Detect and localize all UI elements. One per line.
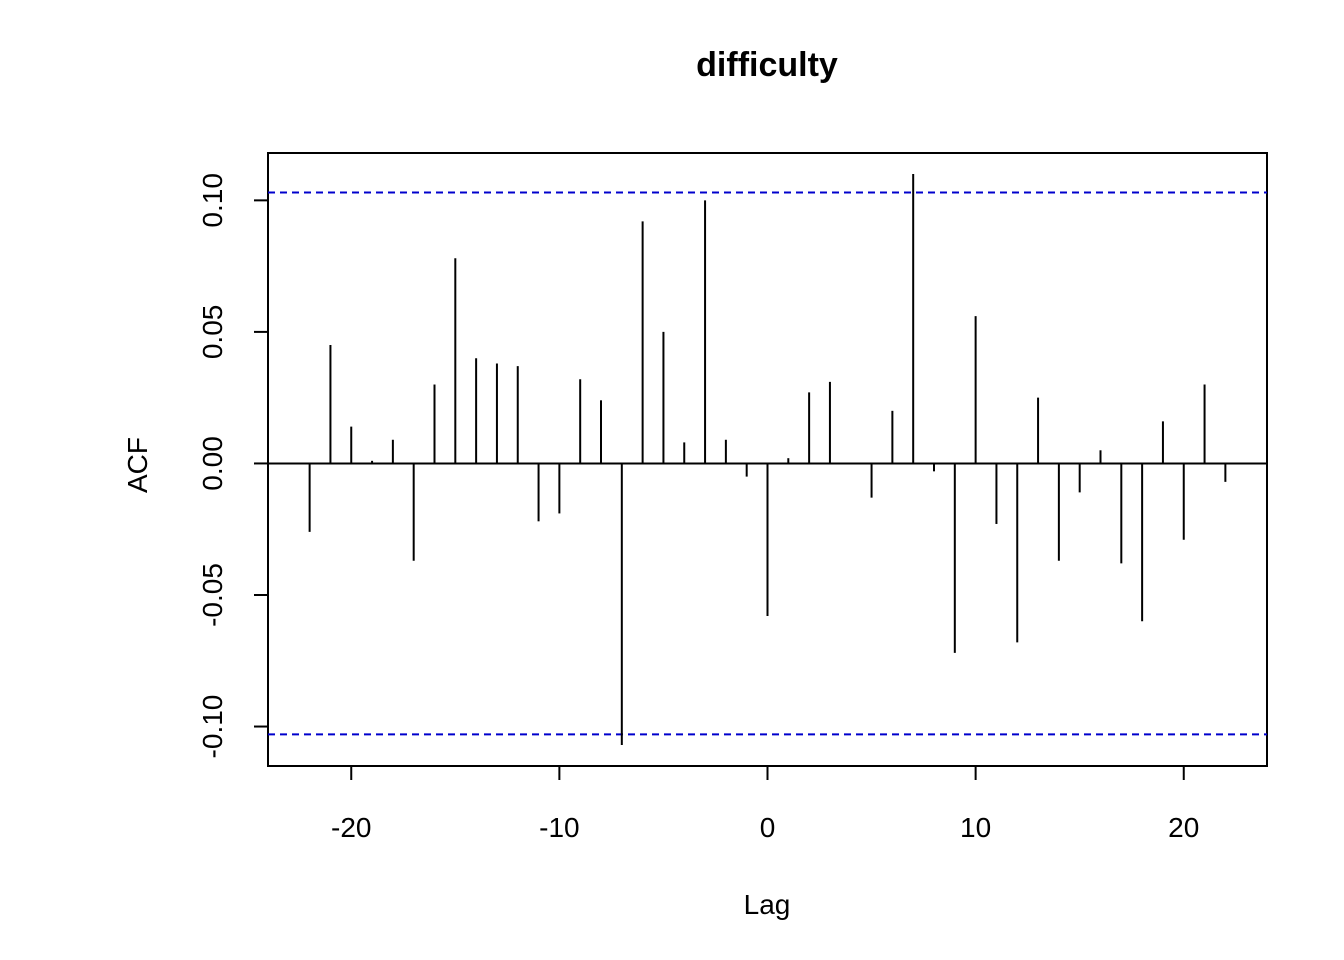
plot-frame	[267, 152, 1268, 767]
x-axis-label: Lag	[744, 889, 791, 920]
confidence-bounds	[268, 191, 1267, 736]
y-tick-label: 0.00	[197, 436, 228, 491]
x-tick-label: 0	[760, 812, 776, 843]
chart-title: difficulty	[696, 46, 838, 84]
acf-bars	[268, 174, 1267, 745]
x-axis: -20 -10 0 10 20	[331, 765, 1199, 843]
y-tick-label: -0.05	[197, 563, 228, 627]
x-tick-label: 10	[960, 812, 991, 843]
x-tick-label: -10	[539, 812, 579, 843]
y-tick-label: 0.10	[197, 173, 228, 228]
y-tick-label: -0.10	[197, 695, 228, 759]
y-axis-label: ACF	[122, 437, 153, 493]
y-axis: -0.10 -0.05 0.00 0.05 0.10	[197, 173, 269, 759]
x-tick-label: 20	[1168, 812, 1199, 843]
y-tick-label: 0.05	[197, 305, 228, 360]
x-tick-label: -20	[331, 812, 371, 843]
